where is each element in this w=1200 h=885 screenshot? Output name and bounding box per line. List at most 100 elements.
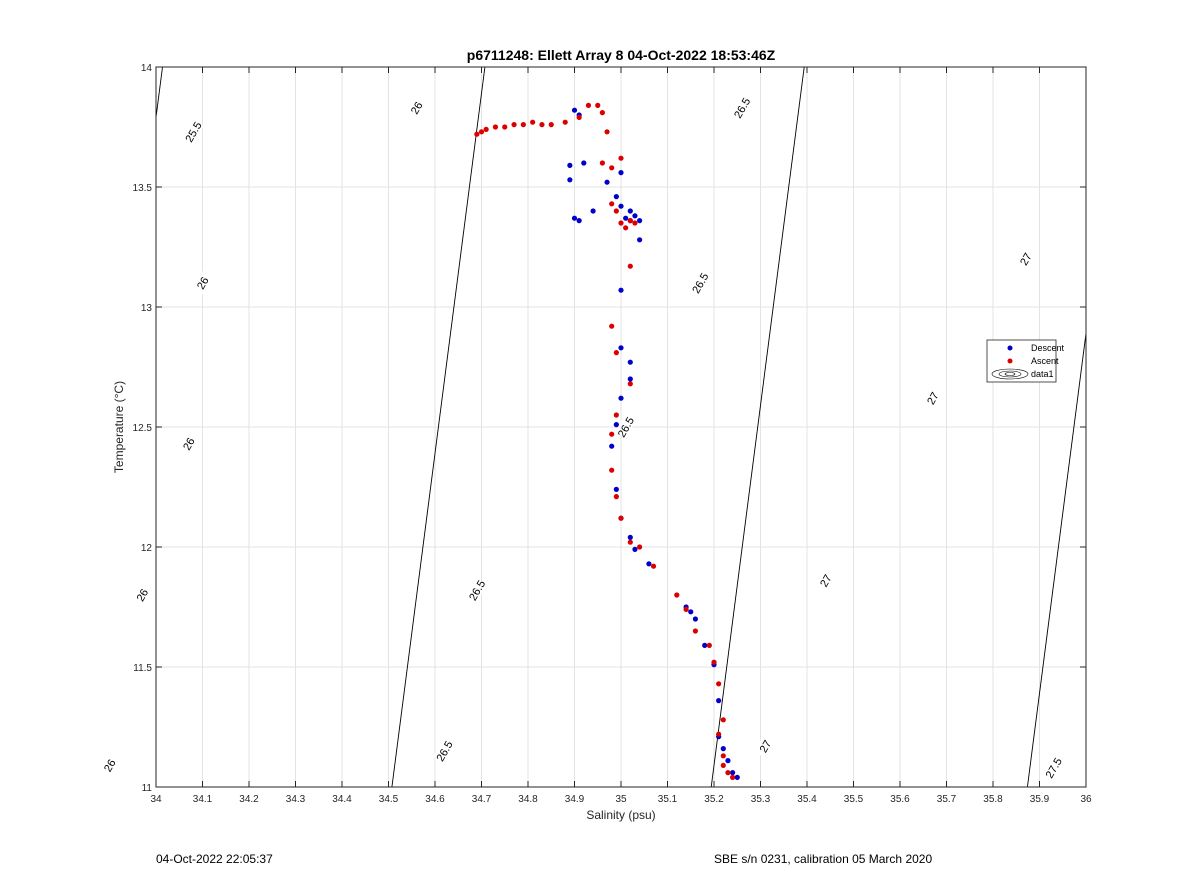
x-tick-label: 34.3: [286, 794, 306, 805]
ascent-point: [623, 225, 629, 231]
contour-label: 26: [102, 758, 119, 775]
descent-point: [646, 561, 652, 567]
ascent-point: [725, 770, 731, 776]
descent-point: [716, 698, 722, 704]
ascent-point: [720, 762, 726, 769]
ascent-point: [548, 122, 554, 128]
ascent-point: [539, 122, 545, 128]
descent-point: [613, 194, 619, 200]
y-tick-label: 11.5: [133, 663, 152, 674]
legend-data1-label: data1: [1031, 369, 1054, 379]
y-tick-label: 14: [141, 63, 153, 74]
y-axis-ticks: 11 11.5 12 12.5 13 13.5 14: [133, 63, 1086, 794]
y-tick-label: 12: [141, 543, 153, 554]
contour-label: 26: [135, 587, 152, 604]
descent-point: [604, 179, 610, 185]
ascent-point: [576, 114, 582, 120]
descent-point: [720, 746, 726, 752]
ascent-point: [618, 220, 624, 226]
contour-label-bg: [433, 738, 455, 763]
x-tick-label: 35.4: [797, 794, 817, 805]
ascent-point: [613, 412, 619, 418]
descent-point: [702, 642, 708, 649]
ascent-point: [711, 659, 717, 665]
x-tick-label: 35.5: [844, 794, 864, 805]
contour-label-bg: [754, 734, 776, 758]
descent-point: [632, 213, 638, 219]
data-points: [474, 102, 740, 781]
x-tick-label: 35.9: [1030, 794, 1050, 805]
x-tick-label: 35.1: [658, 794, 678, 805]
contour-label: 27: [818, 573, 835, 590]
y-tick-label: 13: [141, 303, 153, 314]
contour-label-bg: [465, 578, 488, 602]
descent-point: [613, 422, 619, 428]
contour-label-bg: [1042, 755, 1064, 780]
ascent-point: [530, 119, 536, 125]
legend-ascent-marker: [1007, 358, 1013, 364]
descent-point: [632, 546, 638, 553]
ascent-point: [692, 628, 699, 634]
x-tick-label: 34: [150, 794, 162, 805]
contour-label: 26: [409, 100, 426, 117]
contour-label: 26: [181, 436, 198, 453]
chart-title: p6711248: Ellett Array 8 04-Oct-2022 18:…: [467, 47, 776, 63]
ascent-point: [511, 122, 517, 128]
ascent-point: [716, 681, 722, 687]
ascent-point: [492, 124, 499, 130]
ascent-point: [599, 110, 606, 116]
density-contour-line: [155, 66, 163, 118]
x-tick-label: 35: [615, 794, 627, 805]
contour-label: 25.5: [184, 120, 205, 145]
ascent-point: [613, 208, 619, 214]
ascent-point: [706, 642, 712, 649]
descent-point: [627, 376, 633, 382]
ascent-point: [609, 467, 615, 473]
ascent-point: [632, 220, 638, 226]
x-tick-label: 34.8: [518, 794, 538, 805]
descent-point: [581, 160, 587, 166]
contour-label: 27.5: [1044, 756, 1065, 781]
ascent-point: [609, 201, 615, 207]
x-tick-label: 34.6: [425, 794, 445, 805]
ascent-point: [618, 515, 624, 521]
descent-point: [618, 287, 624, 293]
contour-label-bg: [191, 270, 213, 295]
grid: [156, 67, 1086, 787]
descent-point: [734, 774, 740, 781]
contour-labels: 25.5262626262626.526.526.526.526.5272727…: [98, 95, 1065, 781]
contour-label: 26.5: [467, 578, 488, 603]
contour-label: 27: [1018, 251, 1035, 268]
x-tick-label: 34.2: [239, 794, 259, 805]
legend: Descent Ascent data1: [986, 339, 1065, 383]
x-axis-label: Salinity (psu): [586, 808, 655, 822]
descent-point: [637, 218, 643, 224]
y-tick-label: 12.5: [133, 423, 153, 434]
descent-point: [725, 758, 731, 764]
x-tick-label: 35.6: [890, 794, 910, 805]
contour-label: 27: [758, 738, 775, 755]
descent-point: [627, 359, 633, 365]
legend-box: [986, 339, 1057, 383]
contour-label: 26.5: [690, 271, 711, 296]
descent-point: [627, 208, 633, 214]
x-axis-ticks: 34 34.1 34.2 34.3 34.4 34.5 34.6 34.7 34.8 34.9 35…: [150, 67, 1092, 805]
density-contour-line: [391, 66, 486, 788]
ascent-point: [618, 155, 624, 161]
contour-label-bg: [98, 753, 120, 778]
ascent-point: [637, 544, 643, 550]
ascent-point: [474, 131, 480, 137]
density-contours: [155, 66, 1087, 788]
ascent-point: [520, 122, 526, 128]
y-tick-label: 11: [142, 783, 153, 794]
x-tick-label: 35.8: [983, 794, 1003, 805]
legend-contour-icon: [991, 368, 1029, 380]
ascent-point: [502, 124, 508, 130]
descent-point: [688, 609, 694, 615]
contour-label-bg: [130, 582, 153, 607]
contour-label: 26.5: [732, 96, 753, 121]
density-contour-line: [710, 66, 805, 788]
contour-label-bg: [921, 386, 943, 410]
density-contour-line: [1026, 333, 1087, 788]
